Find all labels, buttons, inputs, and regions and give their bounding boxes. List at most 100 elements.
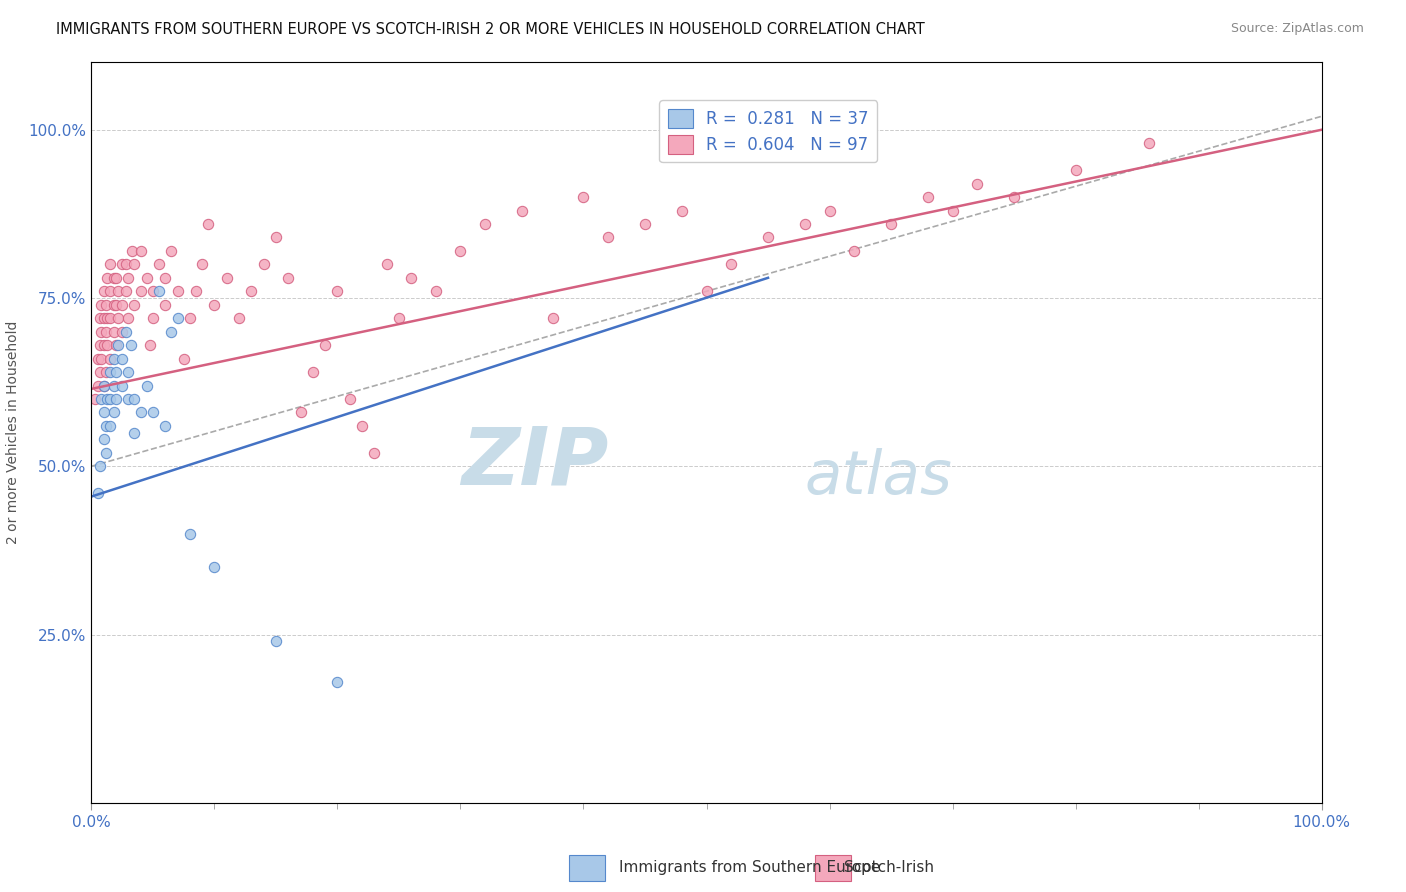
Point	[314, 338, 336, 352]
Point	[86, 378, 108, 392]
Point	[103, 405, 125, 419]
Point	[105, 298, 127, 312]
Point	[326, 285, 349, 299]
Point	[179, 311, 201, 326]
Point	[105, 392, 127, 406]
Point	[96, 365, 117, 379]
Point	[93, 311, 115, 326]
Point	[114, 257, 138, 271]
Legend: R =  0.281   N = 37, R =  0.604   N = 97: R = 0.281 N = 37, R = 0.604 N = 97	[659, 101, 877, 162]
Point	[129, 244, 152, 258]
Text: atlas: atlas	[804, 448, 953, 507]
Point	[326, 674, 349, 689]
Point	[84, 392, 107, 406]
Point	[191, 257, 214, 271]
Point	[160, 325, 183, 339]
Point	[290, 405, 312, 419]
Point	[173, 351, 195, 366]
Point	[93, 285, 115, 299]
Point	[89, 338, 111, 352]
Point	[107, 311, 129, 326]
Point	[124, 298, 146, 312]
Point	[363, 446, 385, 460]
Point	[111, 351, 134, 366]
Text: Scotch-Irish: Scotch-Irish	[844, 860, 934, 874]
Point	[139, 338, 162, 352]
Point	[98, 285, 121, 299]
Point	[425, 285, 447, 299]
Point	[89, 311, 111, 326]
Point	[720, 257, 742, 271]
Point	[842, 244, 865, 258]
Point	[117, 392, 139, 406]
Point	[301, 365, 323, 379]
Point	[93, 405, 115, 419]
Point	[117, 365, 139, 379]
Point	[103, 270, 125, 285]
Point	[105, 270, 127, 285]
Point	[90, 298, 112, 312]
Point	[184, 285, 207, 299]
Point	[96, 298, 117, 312]
Point	[96, 311, 118, 326]
Point	[166, 285, 188, 299]
Text: Source: ZipAtlas.com: Source: ZipAtlas.com	[1230, 22, 1364, 36]
Point	[135, 378, 157, 392]
Point	[121, 244, 143, 258]
Point	[90, 325, 112, 339]
Point	[388, 311, 411, 326]
Point	[103, 351, 125, 366]
Point	[103, 325, 125, 339]
Point	[111, 257, 134, 271]
Point	[264, 634, 287, 648]
Point	[86, 486, 108, 500]
Point	[111, 298, 134, 312]
Point	[634, 217, 657, 231]
Point	[1064, 163, 1087, 178]
Point	[596, 230, 619, 244]
Point	[111, 325, 134, 339]
Point	[474, 217, 496, 231]
Text: Immigrants from Southern Europe: Immigrants from Southern Europe	[619, 860, 880, 874]
Point	[117, 311, 139, 326]
Point	[96, 270, 118, 285]
Point	[96, 392, 118, 406]
Point	[941, 203, 963, 218]
Point	[148, 257, 170, 271]
Point	[98, 311, 121, 326]
Point	[179, 526, 201, 541]
Text: ZIP: ZIP	[461, 423, 607, 501]
Point	[114, 325, 138, 339]
Point	[90, 351, 112, 366]
Point	[228, 311, 250, 326]
Point	[105, 365, 127, 379]
Point	[375, 257, 398, 271]
Point	[240, 285, 263, 299]
Point	[818, 203, 841, 218]
Point	[103, 298, 125, 312]
Point	[541, 311, 564, 326]
Point	[572, 190, 595, 204]
Point	[215, 270, 238, 285]
Point	[89, 459, 111, 474]
Point	[93, 433, 115, 447]
Point	[124, 425, 146, 440]
Point	[90, 392, 112, 406]
Point	[124, 257, 146, 271]
Point	[129, 405, 152, 419]
Point	[160, 244, 183, 258]
Point	[96, 418, 117, 433]
Point	[135, 270, 157, 285]
Point	[202, 560, 225, 574]
Point	[111, 378, 134, 392]
Point	[510, 203, 533, 218]
Point	[202, 298, 225, 312]
Point	[120, 338, 142, 352]
Point	[98, 418, 121, 433]
Point	[399, 270, 422, 285]
Point	[277, 270, 299, 285]
Point	[153, 298, 177, 312]
Point	[117, 270, 139, 285]
Point	[671, 203, 693, 218]
Point	[197, 217, 219, 231]
